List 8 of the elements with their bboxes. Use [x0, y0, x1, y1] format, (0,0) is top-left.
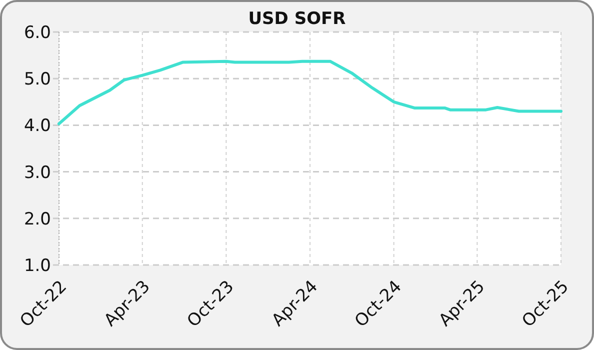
chart-title: USD SOFR [248, 9, 346, 29]
y-tick-label: 6.0 [24, 22, 51, 43]
y-tick-label: 2.0 [24, 209, 51, 230]
y-tick-label: 4.0 [24, 116, 51, 136]
line-series [58, 60, 562, 126]
y-tick-label: 5.0 [24, 70, 51, 90]
y-tick-label: 1.0 [24, 256, 51, 276]
y-tick-label: 3.0 [24, 162, 51, 183]
